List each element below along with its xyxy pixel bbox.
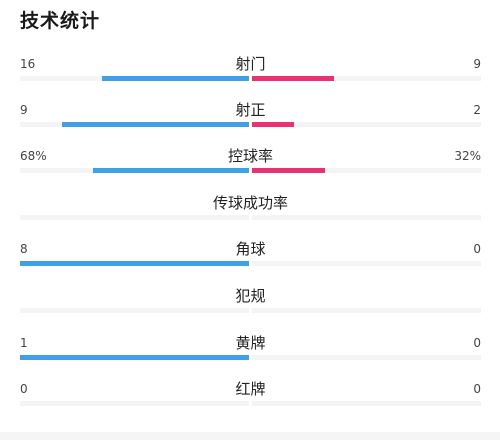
away-stat-value: 0 [473, 242, 481, 256]
away-bar-fill [252, 122, 294, 127]
away-bar-track [252, 308, 481, 313]
away-stat-value: 9 [473, 57, 481, 71]
away-stat-value: 0 [473, 382, 481, 396]
stat-label: 犯规 [235, 287, 266, 305]
stat-label: 射正 [235, 101, 266, 119]
home-stat-value: 16 [20, 57, 36, 71]
home-bar-fill [20, 261, 249, 266]
stat-row: 传球成功率 [20, 194, 481, 224]
away-bar-track [252, 76, 481, 81]
stat-row: 8 角球 0 [20, 240, 481, 270]
page-title: 技术统计 [20, 10, 101, 32]
away-bar-fill [252, 168, 325, 173]
away-bar-track [252, 168, 481, 173]
home-stat-value: 9 [20, 103, 28, 117]
away-bar-track [252, 261, 481, 266]
home-bar-track [20, 76, 249, 81]
stat-label: 红牌 [235, 380, 266, 398]
stat-row: 0 红牌 0 [20, 380, 481, 410]
away-stat-value: 0 [473, 336, 481, 350]
away-stat-value: 2 [473, 103, 481, 117]
home-stat-value: 0 [20, 382, 28, 396]
home-bar-track [20, 308, 249, 313]
away-bar-fill [252, 76, 334, 81]
away-bar-track [252, 355, 481, 360]
home-bar-track [20, 168, 249, 173]
home-bar-track [20, 215, 249, 220]
home-bar-fill [102, 76, 249, 81]
home-stat-value: 68% [20, 149, 47, 163]
stat-row: 9 射正 2 [20, 101, 481, 131]
stat-label: 控球率 [227, 147, 273, 165]
stat-label: 角球 [235, 240, 266, 258]
away-bar-track [252, 122, 481, 127]
home-bar-fill [62, 122, 249, 127]
stat-row: 16 射门 9 [20, 55, 481, 85]
bottom-divider [0, 432, 500, 440]
home-bar-track [20, 355, 249, 360]
away-bar-track [252, 215, 481, 220]
stat-row: 68% 控球率 32% [20, 147, 481, 177]
home-bar-fill [20, 355, 249, 360]
home-stat-value: 1 [20, 336, 28, 350]
home-bar-fill [93, 168, 249, 173]
stat-label: 射门 [235, 55, 266, 73]
away-bar-track [252, 401, 481, 406]
stat-label: 传球成功率 [212, 194, 288, 212]
stat-row: 犯规 [20, 287, 481, 317]
stat-row: 1 黄牌 0 [20, 334, 481, 364]
away-stat-value: 32% [454, 149, 481, 163]
stat-label: 黄牌 [235, 334, 266, 352]
home-bar-track [20, 261, 249, 266]
home-stat-value: 8 [20, 242, 28, 256]
home-bar-track [20, 122, 249, 127]
home-bar-track [20, 401, 249, 406]
